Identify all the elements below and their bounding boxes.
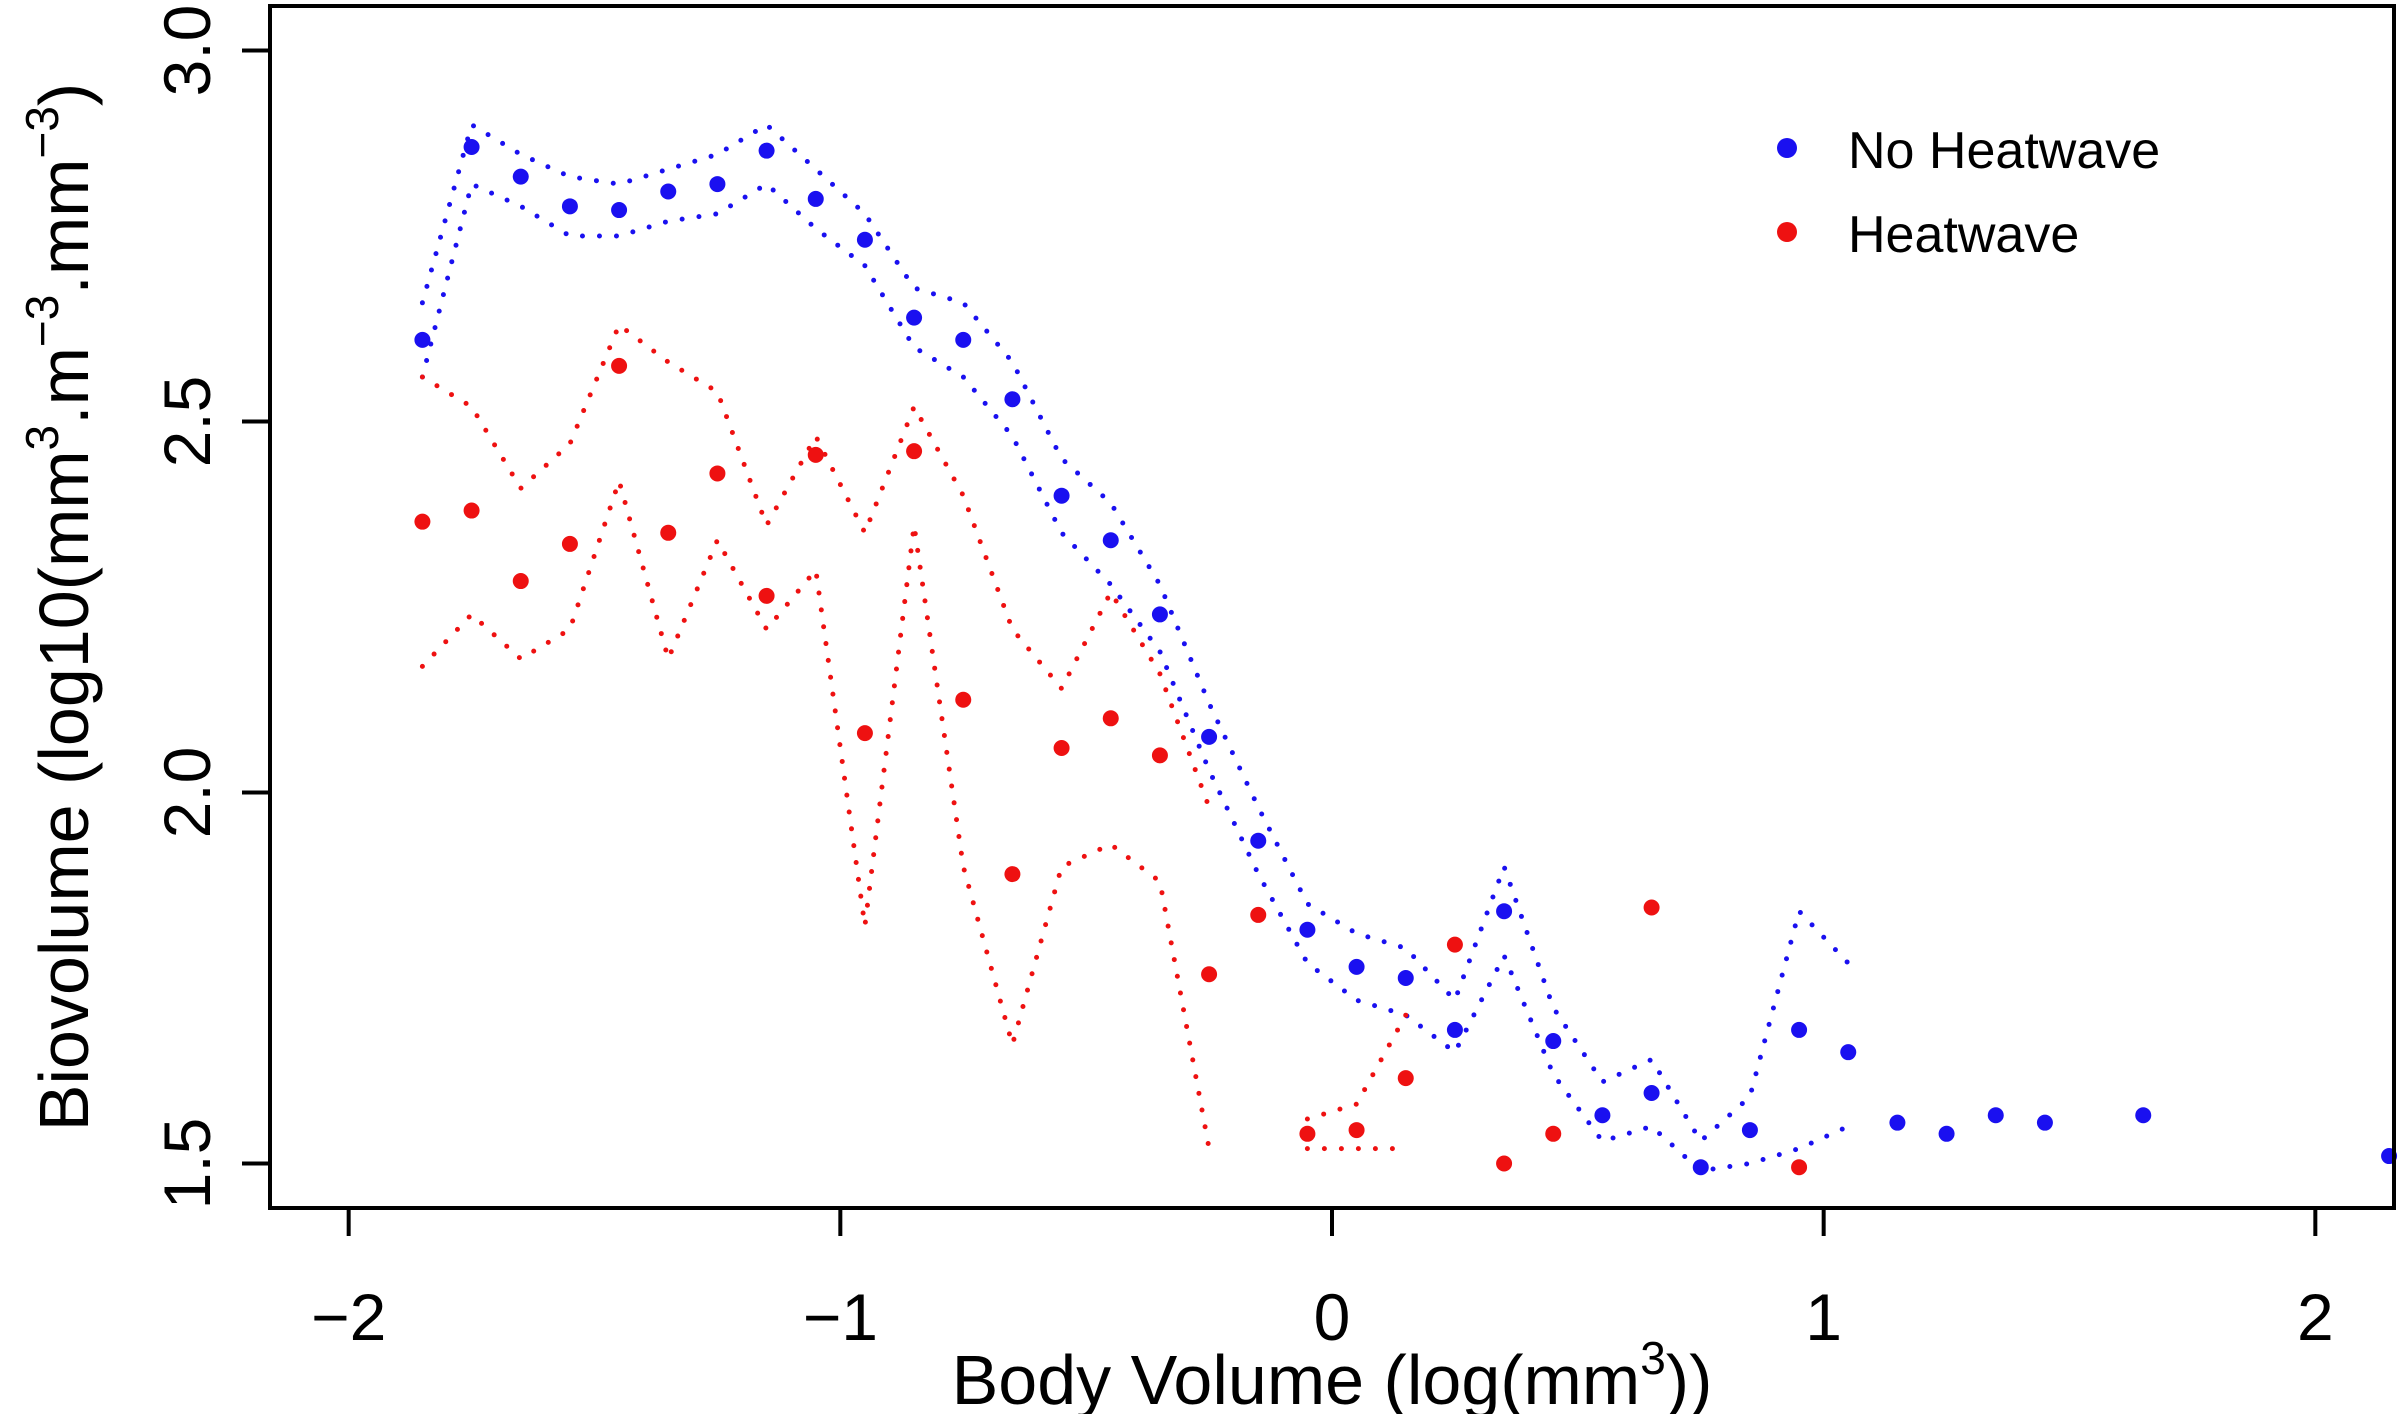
no-heatwave-point: [2036, 1114, 2053, 1131]
no-heatwave-point: [1741, 1122, 1758, 1139]
no-heatwave-point: [1987, 1107, 2004, 1124]
heatwave-point: [1791, 1159, 1808, 1176]
x-tick-label: −1: [803, 1280, 878, 1354]
legend-marker-heatwave: [1777, 222, 1797, 242]
no-heatwave-point: [856, 231, 873, 248]
x-axis: −2 −1 0 1 2: [311, 1206, 2334, 1354]
no-heatwave-point: [1791, 1021, 1808, 1038]
no-heatwave-point: [1692, 1159, 1709, 1176]
x-tick-label: −2: [311, 1280, 386, 1354]
no-heatwave-point: [660, 183, 677, 200]
y-axis-title-superscript: −3: [16, 106, 68, 158]
no-heatwave-point: [1840, 1044, 1857, 1061]
heatwave-point: [1004, 866, 1021, 883]
heatwave-point: [906, 443, 923, 460]
heatwave-point: [414, 513, 431, 530]
no-heatwave-point: [414, 331, 431, 348]
heatwave-point: [1102, 710, 1119, 727]
y-axis-title-part: Biovolume (log10(mm: [25, 450, 103, 1131]
legend-label-no-heatwave: No Heatwave: [1848, 122, 2160, 180]
heatwave-point: [709, 465, 726, 482]
no-heatwave-point: [463, 138, 480, 155]
no-heatwave-point: [709, 176, 726, 193]
heatwave-point: [1545, 1125, 1562, 1142]
heatwave-point: [1299, 1125, 1316, 1142]
heatwave-point: [1446, 936, 1463, 953]
no-heatwave-point: [1496, 903, 1513, 920]
no-heatwave-point: [807, 190, 824, 207]
no-heatwave-point: [1299, 921, 1316, 938]
no-heatwave-point: [1446, 1021, 1463, 1038]
heatwave-point: [807, 446, 824, 463]
y-axis-title-superscript: −3: [16, 295, 68, 347]
y-axis-title-part: ): [25, 83, 103, 106]
confidence-bands: [419, 120, 1851, 1174]
no-heatwave-point: [1397, 969, 1414, 986]
heatwave-upper-band-2-line: [1304, 1012, 1409, 1122]
no-heatwave-point: [2135, 1107, 2152, 1124]
data-points: [414, 138, 2398, 1176]
no-heatwave-point: [512, 168, 529, 185]
heatwave-point: [758, 587, 775, 604]
y-axis-title-part: .mm: [25, 159, 103, 295]
no-heatwave-point: [1053, 487, 1070, 504]
no-heatwave-point: [611, 202, 628, 219]
heatwave-point: [512, 573, 529, 590]
no-heatwave-point: [1250, 832, 1267, 849]
no-heatwave-point: [1938, 1125, 1955, 1142]
heatwave-point: [1201, 966, 1218, 983]
no-heatwave-point: [906, 309, 923, 326]
heatwave-point: [1397, 1070, 1414, 1087]
no-heatwave-point: [561, 198, 578, 215]
no-heatwave-point: [758, 142, 775, 159]
heatwave-point: [856, 725, 873, 742]
no-heatwave-upper-band-line: [419, 120, 1851, 1146]
x-axis-title: Body Volume (log(mm3)): [952, 1332, 1713, 1414]
y-tick-label: 3.0: [150, 5, 224, 97]
y-tick-label: 1.5: [150, 1118, 224, 1210]
heatwave-point: [1643, 899, 1660, 916]
no-heatwave-point: [1151, 606, 1168, 623]
y-tick-label: 2.5: [150, 376, 224, 468]
heatwave-point: [660, 524, 677, 541]
heatwave-point: [1151, 747, 1168, 764]
heatwave-point: [955, 691, 972, 708]
y-axis-title-part: .m: [25, 347, 103, 425]
y-axis: 1.5 2.0 2.5 3.0: [150, 5, 272, 1210]
heatwave-point: [1348, 1122, 1365, 1139]
x-tick-label: 0: [1314, 1280, 1351, 1354]
no-heatwave-point: [1594, 1107, 1611, 1124]
heatwave-point: [611, 357, 628, 374]
heatwave-point: [463, 502, 480, 519]
y-tick-label: 2.0: [150, 747, 224, 839]
no-heatwave-point: [1643, 1084, 1660, 1101]
no-heatwave-point: [1545, 1033, 1562, 1050]
no-heatwave-point: [1348, 958, 1365, 975]
no-heatwave-point: [1102, 532, 1119, 549]
heatwave-point: [1496, 1155, 1513, 1172]
legend-label-heatwave: Heatwave: [1848, 206, 2079, 264]
x-tick-label: 2: [2297, 1280, 2334, 1354]
no-heatwave-point: [955, 331, 972, 348]
no-heatwave-point: [1201, 728, 1218, 745]
y-axis-title-superscript: 3: [16, 425, 68, 451]
heatwave-point: [1250, 906, 1267, 923]
legend-marker-no-heatwave: [1777, 138, 1797, 158]
heatwave-point: [561, 535, 578, 552]
heatwave-point: [1053, 739, 1070, 756]
no-heatwave-point: [1004, 391, 1021, 408]
no-heatwave-point: [1889, 1114, 1906, 1131]
legend: No Heatwave Heatwave: [1777, 122, 2160, 264]
y-axis-title: Biovolume (log10(mm3.m−3.mm−3): [16, 83, 103, 1131]
x-tick-label: 1: [1805, 1280, 1842, 1354]
